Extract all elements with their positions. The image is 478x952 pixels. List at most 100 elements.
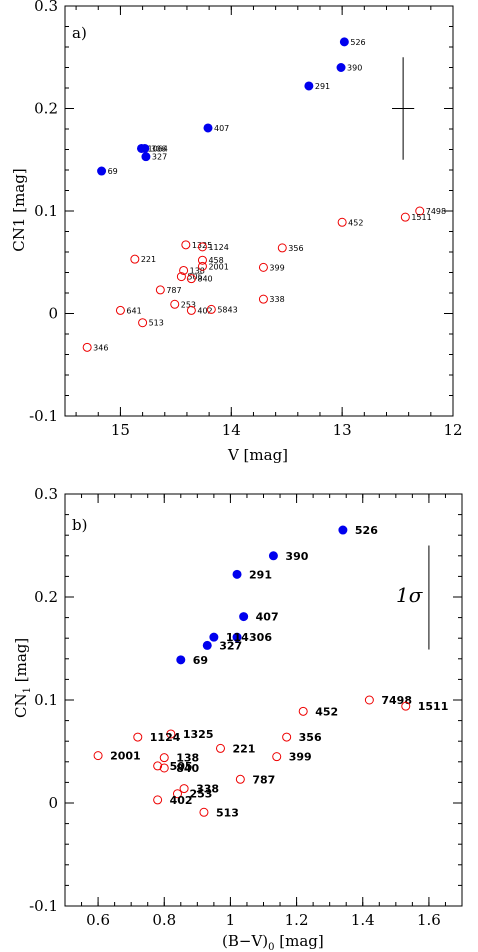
point-label: 7498 [381, 694, 412, 707]
open-point-marker [159, 763, 169, 773]
y-tick-label: -0.1 [29, 407, 58, 425]
open-point-marker [181, 240, 191, 250]
point-label: 114 [226, 631, 249, 644]
open-point-marker [130, 254, 140, 264]
open-point-marker [235, 774, 245, 784]
point-label: 291 [249, 568, 272, 581]
y-tick-label: 0.2 [34, 588, 58, 606]
point-label: 1325 [183, 728, 214, 741]
x-tick-label: 0.6 [86, 911, 110, 929]
point-label: 356 [299, 731, 322, 744]
x-tick-label: 1.6 [417, 911, 441, 929]
open-point-marker [337, 217, 347, 227]
filled-point-marker [336, 63, 346, 72]
point-label: 452 [315, 705, 338, 718]
y-tick-label: 0 [48, 794, 58, 812]
open-point-marker [197, 242, 207, 252]
point-label: 1064 [147, 144, 167, 153]
point-label: 402 [197, 306, 212, 315]
open-point-marker [415, 206, 425, 216]
filled-point-marker [97, 166, 107, 176]
filled-point-marker [268, 551, 278, 561]
x-tick-label: 1.4 [351, 911, 375, 929]
chart-panel-b: 0.6 0.8 1 1.2 1.4 1.6 -0.1 0 0.1 0.2 0.3 526 390 291… [12, 485, 463, 952]
filled-point-marker [176, 655, 186, 665]
open-point-marker [115, 305, 125, 315]
point-label: 253 [181, 300, 196, 309]
point-label: 138 [190, 266, 205, 275]
point-label: 1325 [192, 241, 212, 250]
point-label: 346 [93, 343, 108, 352]
open-point-marker [277, 243, 287, 253]
open-point-marker [179, 784, 189, 794]
point-label: 407 [256, 611, 279, 624]
point-label: 69 [193, 654, 208, 667]
point-label: 221 [232, 742, 255, 755]
x-tick-label: 0.8 [152, 911, 176, 929]
open-point-marker [400, 212, 410, 222]
panel-b-x-axis-label: (B−V)0 [mag] [222, 932, 324, 952]
open-point-marker [186, 274, 196, 284]
open-point-marker [197, 255, 207, 265]
point-label: 221 [141, 255, 156, 264]
point-label: 526 [350, 38, 365, 47]
point-label: 458 [208, 256, 223, 265]
open-point-marker [159, 753, 169, 763]
point-label: 399 [289, 751, 312, 764]
y-tick-label: 0.2 [34, 100, 58, 118]
x-tick-label: 12 [443, 421, 462, 439]
filled-point-marker [202, 640, 212, 650]
point-label: 390 [347, 64, 362, 73]
point-label: 407 [214, 124, 229, 133]
point-label: 327 [152, 153, 167, 162]
y-tick-label: 0.1 [34, 691, 58, 709]
open-point-marker [172, 789, 182, 799]
y-tick-label: 0.3 [34, 485, 58, 503]
point-label: 69 [108, 167, 118, 176]
point-label: 327 [219, 639, 242, 652]
open-point-marker [199, 807, 209, 817]
y-tick-label: 0.1 [34, 202, 58, 220]
point-label: 452 [348, 218, 363, 227]
x-tick-label: 14 [222, 421, 241, 439]
filled-point-marker [339, 37, 349, 47]
panel-b-label: b) [72, 516, 87, 534]
filled-point-marker [304, 81, 314, 91]
filled-point-marker [232, 632, 242, 642]
point-label: 291 [315, 82, 330, 91]
panel-b-sigma-label: 1σ [396, 583, 424, 607]
open-point-marker [153, 761, 163, 771]
filled-point-marker [239, 612, 249, 622]
point-label: 5843 [217, 305, 237, 314]
open-point-marker [166, 729, 176, 739]
open-point-marker [298, 706, 308, 716]
point-label: 2001 [110, 750, 141, 763]
open-point-marker [82, 342, 92, 352]
panel-a-x-axis-label: V [mag] [227, 446, 288, 464]
point-label: 787 [252, 773, 275, 786]
x-tick-label: 15 [111, 421, 130, 439]
filled-point-marker [140, 143, 150, 153]
open-point-marker [133, 732, 143, 742]
open-point-marker [170, 299, 180, 309]
point-label: 1511 [411, 213, 431, 222]
open-point-marker [258, 294, 268, 304]
open-point-marker [93, 751, 103, 761]
point-label: 356 [288, 244, 303, 253]
open-point-marker [176, 272, 186, 282]
point-label: 253 [189, 788, 212, 801]
filled-point-marker [203, 123, 213, 133]
point-label: 338 [196, 783, 219, 796]
open-point-marker [282, 732, 292, 742]
point-label: 138 [176, 752, 199, 765]
point-label: 513 [216, 806, 239, 819]
point-label: 505 [170, 760, 193, 773]
point-label: 840 [197, 275, 212, 284]
open-point-marker [272, 752, 282, 762]
x-tick-label: 13 [333, 421, 352, 439]
open-point-marker [364, 695, 374, 705]
y-tick-label: -0.1 [29, 897, 58, 915]
panel-a-y-axis-label: CN1 [mag] [10, 168, 28, 251]
point-label: 513 [149, 319, 164, 328]
point-label: 1511 [418, 700, 449, 713]
